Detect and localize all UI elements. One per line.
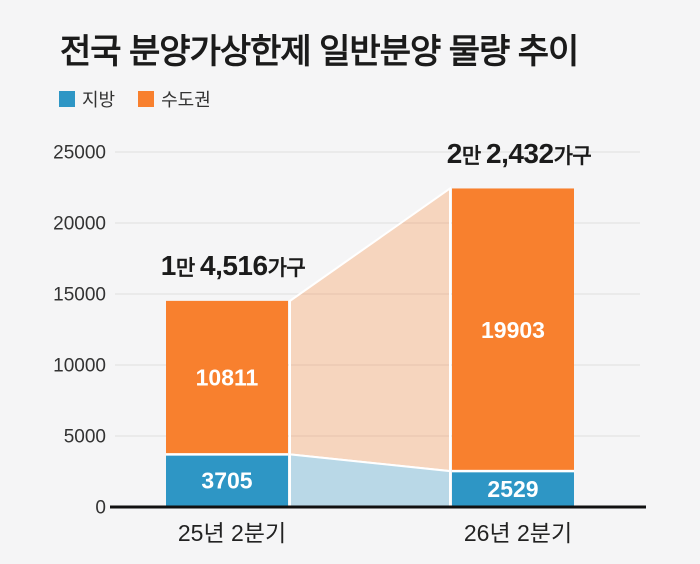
y-axis-label-0: 0 <box>95 498 106 519</box>
legend-label-local: 지방 <box>82 90 116 110</box>
y-axis-label-10000: 10000 <box>53 356 106 377</box>
x-axis-label-1: 25년 2분기 <box>178 520 286 546</box>
legend-swatch-local <box>59 91 75 107</box>
chart-title: 전국 분양가상한제 일반분양 물량 추이 <box>60 33 579 71</box>
bar-segment-capital-2 <box>452 188 574 472</box>
y-axis-label-5000: 5000 <box>64 427 106 448</box>
bar-segment-local-2 <box>452 471 574 507</box>
y-axis-label-15000: 15000 <box>53 285 106 306</box>
band-capital <box>289 186 451 473</box>
bar-segment-separator-2 <box>452 469 574 473</box>
chart-legend: 지방 수도권 <box>59 86 211 112</box>
x-axis-label-2: 26년 2분기 <box>464 520 572 546</box>
bar-value-capital-1: 10811 <box>196 365 259 391</box>
bar-value-capital-2: 19903 <box>481 317 545 343</box>
bar-value-local-1: 3705 <box>201 468 252 494</box>
legend-label-capital: 수도권 <box>161 90 211 110</box>
bar-segment-local-1 <box>166 454 288 507</box>
x-axis-line <box>110 505 646 509</box>
legend-swatch-capital <box>138 91 155 107</box>
bar-segment-capital-1 <box>166 300 288 455</box>
legend-item-capital: 수도권 <box>138 86 211 112</box>
y-axis-label-25000: 25000 <box>53 143 106 164</box>
bar-value-local-2: 2529 <box>487 476 538 502</box>
legend-item-local: 지방 <box>59 86 115 112</box>
y-axis-label-20000: 20000 <box>53 214 106 235</box>
bar-segment-separator-1 <box>166 453 288 456</box>
